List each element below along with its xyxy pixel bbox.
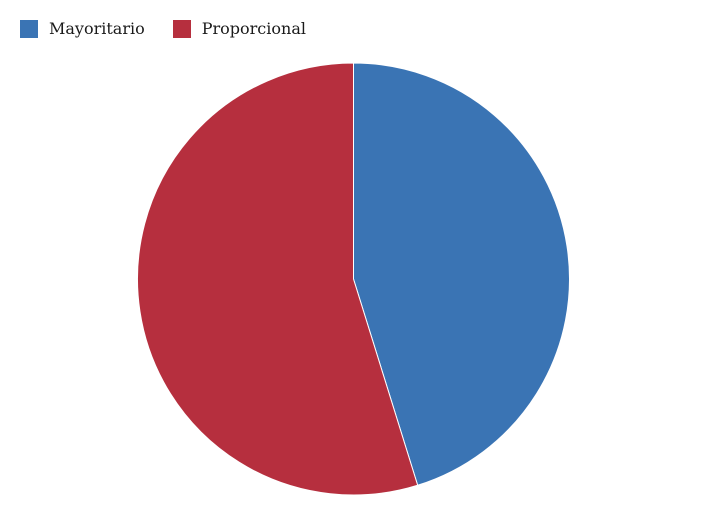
legend-label-mayoritario: Mayoritario xyxy=(49,19,145,38)
legend-swatch-proporcional xyxy=(172,20,191,38)
pie-slice-proporcional[interactable] xyxy=(137,62,419,496)
legend-label-proporcional: Proporcional xyxy=(201,19,306,38)
pie-slice-mayoritario[interactable] xyxy=(353,62,570,486)
legend-item-mayoritario[interactable]: Mayoritario xyxy=(20,19,145,39)
pie-slices xyxy=(137,62,570,496)
chart-legend: Mayoritario Proporcional xyxy=(20,19,306,39)
legend-swatch-mayoritario xyxy=(20,20,38,38)
legend-item-proporcional[interactable]: Proporcional xyxy=(172,19,306,39)
